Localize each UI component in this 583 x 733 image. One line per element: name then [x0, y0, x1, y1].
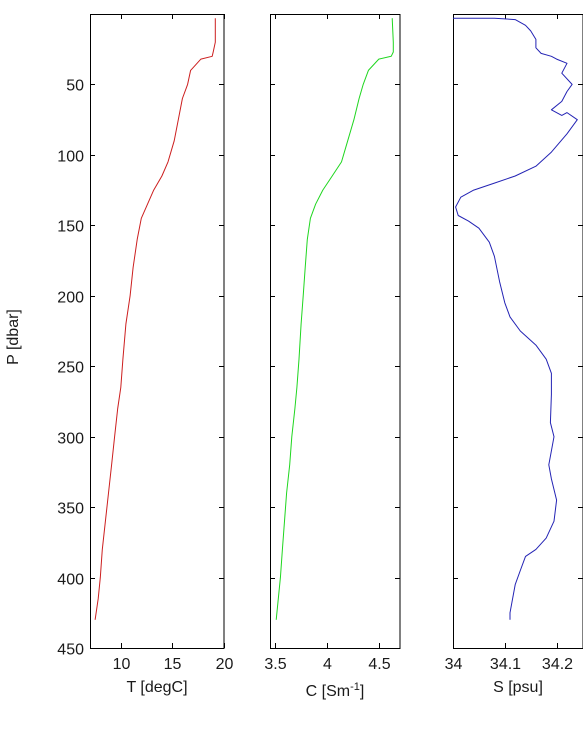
y-tick-label: 350	[57, 501, 84, 518]
x-axis-label: C [Sm-1]	[306, 681, 365, 700]
temperature-panel: 10 15 20 50 100 150 200 250 300 350 400 450 T [degC]	[57, 14, 234, 696]
conductivity-panel: 3.5 4 4.5C [Sm-1]	[264, 14, 401, 700]
x-tick-label: 34.1	[490, 656, 521, 673]
y-tick-label: 200	[57, 290, 84, 307]
y-tick-label: 150	[57, 219, 84, 236]
axes-frame	[270, 14, 401, 649]
axes-frame	[453, 14, 583, 649]
x-axis-label: T [degC]	[126, 679, 187, 696]
x-tick-label: 34	[445, 656, 463, 673]
x-tick-label: 10	[113, 656, 131, 673]
x-tick-label: 4	[323, 656, 332, 673]
salinity-line	[453, 17, 578, 620]
y-tick-label: 400	[57, 572, 84, 589]
x-tick-label: 34.2	[542, 656, 573, 673]
y-tick-label: 250	[57, 360, 84, 377]
x-axis-label: S [psu]	[493, 679, 543, 696]
y-axis-label: P [dbar]	[5, 309, 22, 365]
x-tick-label: 20	[216, 656, 234, 673]
conductivity-line	[275, 18, 394, 620]
axes-frame	[90, 14, 225, 649]
y-tick-label: 100	[57, 149, 84, 166]
y-tick-label: 450	[57, 642, 84, 659]
x-tick-label: 4.5	[368, 656, 390, 673]
y-tick-label: 50	[66, 78, 84, 95]
y-tick-label: 300	[57, 431, 84, 448]
x-tick-label: 15	[164, 656, 182, 673]
temperature-line	[94, 18, 216, 620]
x-tick-label: 3.5	[264, 656, 286, 673]
salinity-panel: 34 34.1 34.2 S [psu]	[445, 14, 583, 696]
